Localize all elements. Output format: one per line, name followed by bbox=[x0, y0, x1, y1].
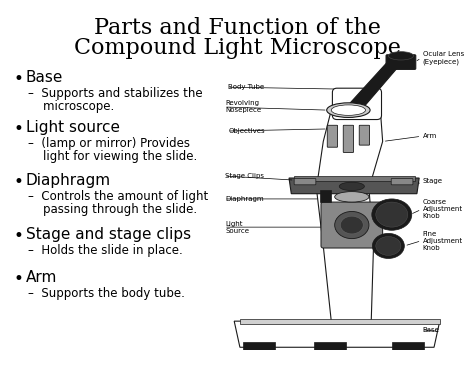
Text: Revolving
Nosepiece: Revolving Nosepiece bbox=[225, 100, 261, 114]
FancyBboxPatch shape bbox=[343, 125, 354, 153]
Text: –  Controls the amount of light: – Controls the amount of light bbox=[28, 190, 208, 203]
Text: –  Supports and stabilizes the: – Supports and stabilizes the bbox=[28, 87, 202, 100]
Ellipse shape bbox=[339, 182, 365, 191]
Text: Stage Clips: Stage Clips bbox=[225, 173, 264, 179]
Ellipse shape bbox=[335, 192, 369, 202]
Text: •: • bbox=[14, 270, 24, 288]
FancyBboxPatch shape bbox=[332, 88, 382, 119]
Text: Fine
Adjustment
Knob: Fine Adjustment Knob bbox=[423, 231, 463, 251]
Text: Base: Base bbox=[423, 327, 439, 333]
Text: •: • bbox=[14, 120, 24, 138]
FancyBboxPatch shape bbox=[294, 178, 316, 185]
Text: microscope.: microscope. bbox=[28, 100, 114, 113]
Ellipse shape bbox=[388, 51, 413, 60]
Ellipse shape bbox=[372, 199, 412, 230]
Text: Objectives: Objectives bbox=[228, 128, 265, 134]
Text: Light
Source: Light Source bbox=[225, 220, 249, 234]
Text: Body Tube: Body Tube bbox=[228, 84, 264, 90]
Ellipse shape bbox=[373, 233, 404, 258]
Text: Base: Base bbox=[26, 70, 64, 85]
Bar bbox=[240, 319, 440, 324]
Polygon shape bbox=[317, 100, 383, 321]
Bar bbox=[314, 342, 346, 350]
Text: –  Supports the body tube.: – Supports the body tube. bbox=[28, 287, 185, 300]
FancyBboxPatch shape bbox=[391, 178, 413, 185]
Bar bbox=[243, 342, 275, 350]
Text: Parts and Function of the: Parts and Function of the bbox=[93, 17, 381, 39]
Text: –  (lamp or mirror) Provides: – (lamp or mirror) Provides bbox=[28, 137, 190, 150]
Text: Diaphragm: Diaphragm bbox=[225, 196, 264, 202]
Ellipse shape bbox=[327, 103, 370, 118]
Text: Stage and stage clips: Stage and stage clips bbox=[26, 227, 191, 242]
Bar bbox=[320, 189, 331, 202]
Text: passing through the slide.: passing through the slide. bbox=[28, 203, 197, 216]
Text: Stage: Stage bbox=[423, 178, 443, 184]
Polygon shape bbox=[348, 61, 403, 105]
Ellipse shape bbox=[376, 202, 408, 227]
FancyBboxPatch shape bbox=[321, 202, 383, 248]
Text: •: • bbox=[14, 70, 24, 88]
Text: light for viewing the slide.: light for viewing the slide. bbox=[28, 150, 197, 163]
Text: Arm: Arm bbox=[26, 270, 57, 285]
Bar bbox=[293, 176, 415, 181]
Text: Arm: Arm bbox=[423, 133, 437, 139]
Ellipse shape bbox=[331, 105, 365, 115]
Text: –  Holds the slide in place.: – Holds the slide in place. bbox=[28, 244, 183, 257]
Polygon shape bbox=[289, 178, 419, 194]
Text: Diaphragm: Diaphragm bbox=[26, 173, 111, 188]
Ellipse shape bbox=[335, 211, 369, 239]
Text: Light source: Light source bbox=[26, 120, 120, 135]
Bar bbox=[392, 342, 424, 350]
Ellipse shape bbox=[340, 216, 363, 234]
Text: Coarse
Adjustment
Knob: Coarse Adjustment Knob bbox=[423, 199, 463, 219]
Text: Ocular Lens
(Eyepiece): Ocular Lens (Eyepiece) bbox=[423, 51, 464, 65]
FancyBboxPatch shape bbox=[327, 125, 337, 147]
Text: •: • bbox=[14, 227, 24, 245]
FancyBboxPatch shape bbox=[386, 55, 416, 69]
Text: Compound Light Microscope: Compound Light Microscope bbox=[73, 37, 401, 59]
FancyBboxPatch shape bbox=[359, 125, 370, 145]
Polygon shape bbox=[234, 321, 440, 347]
Ellipse shape bbox=[376, 237, 401, 256]
Text: •: • bbox=[14, 173, 24, 191]
